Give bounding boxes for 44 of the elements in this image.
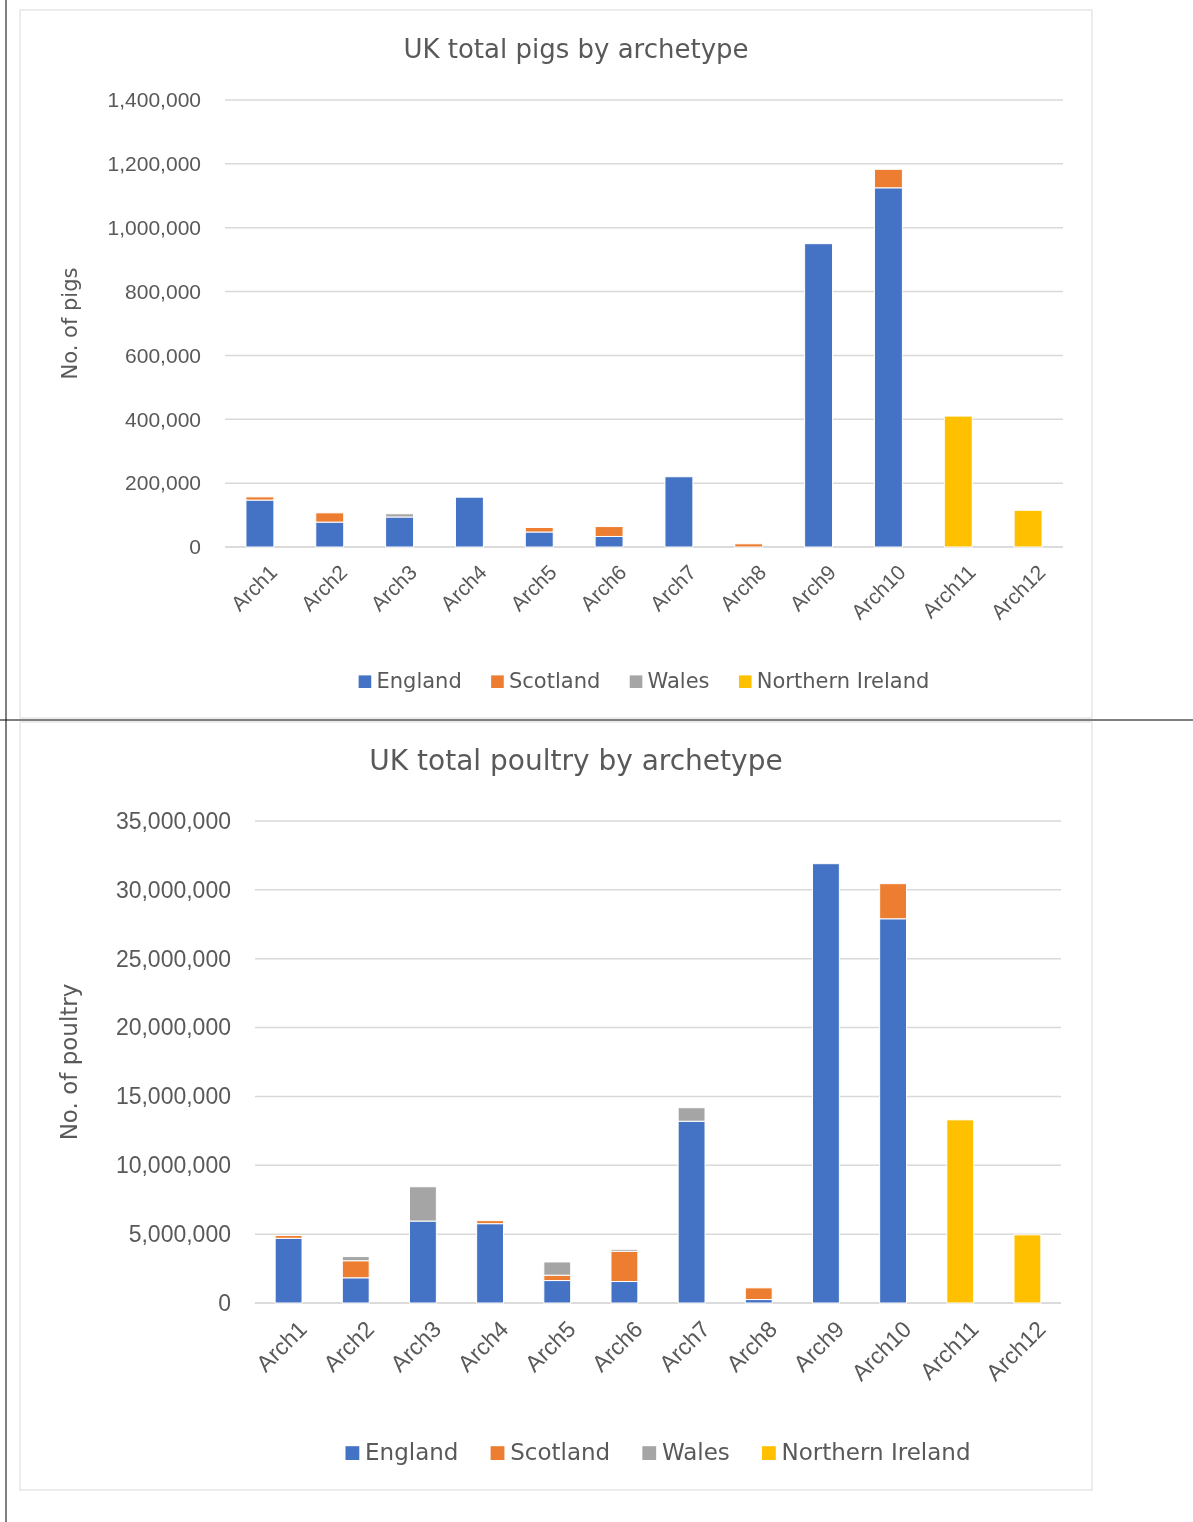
bar <box>1013 1234 1042 1304</box>
y-tick-label: 200,000 <box>125 471 201 495</box>
legend-label: England <box>376 669 462 693</box>
y-tick-label: 0 <box>189 535 201 559</box>
bar <box>946 1119 975 1304</box>
y-tick-label: 30,000,000 <box>115 876 231 903</box>
y-tick-label: 400,000 <box>125 407 201 431</box>
bar <box>524 531 554 548</box>
bar <box>274 1237 303 1304</box>
bar <box>476 1223 505 1304</box>
bar <box>744 1287 773 1301</box>
bar <box>245 499 275 548</box>
bar <box>385 516 415 548</box>
y-tick-label: 25,000,000 <box>115 945 231 972</box>
bar <box>664 476 694 548</box>
y-tick-label: 0 <box>218 1289 231 1316</box>
legend-label: Wales <box>647 669 710 693</box>
legend-label: Scotland <box>510 1439 611 1465</box>
bar <box>1013 509 1043 548</box>
bar <box>811 863 840 1304</box>
legend-label: Northern Ireland <box>756 669 930 693</box>
y-tick-label: 10,000,000 <box>115 1152 231 1179</box>
y-tick-label: 15,000,000 <box>115 1083 231 1110</box>
bar <box>943 415 973 548</box>
y-tick-label: 800,000 <box>125 279 201 303</box>
legend-label: Northern Ireland <box>781 1439 971 1465</box>
y-tick-label: 5,000,000 <box>128 1221 231 1247</box>
legend-label: England <box>365 1439 459 1465</box>
y-tick-label: 600,000 <box>125 343 201 367</box>
chart-title: UK total pigs by archetype <box>403 34 749 64</box>
bar <box>454 496 484 548</box>
y-tick-label: 1,000,000 <box>107 215 201 239</box>
chart-title: UK total poultry by archetype <box>369 744 783 777</box>
bar <box>804 243 834 548</box>
bar <box>543 1280 572 1304</box>
y-tick-label: 20,000,000 <box>115 1014 231 1041</box>
y-axis-title: No. of pigs <box>58 267 82 380</box>
legend-label: Wales <box>661 1439 730 1465</box>
y-tick-label: 35,000,000 <box>115 807 231 834</box>
y-axis-title: No. of poultry <box>56 983 82 1141</box>
y-tick-label: 1,400,000 <box>107 88 201 112</box>
bar <box>734 543 764 548</box>
y-tick-label: 1,200,000 <box>107 152 201 176</box>
legend-label: Scotland <box>509 669 601 693</box>
